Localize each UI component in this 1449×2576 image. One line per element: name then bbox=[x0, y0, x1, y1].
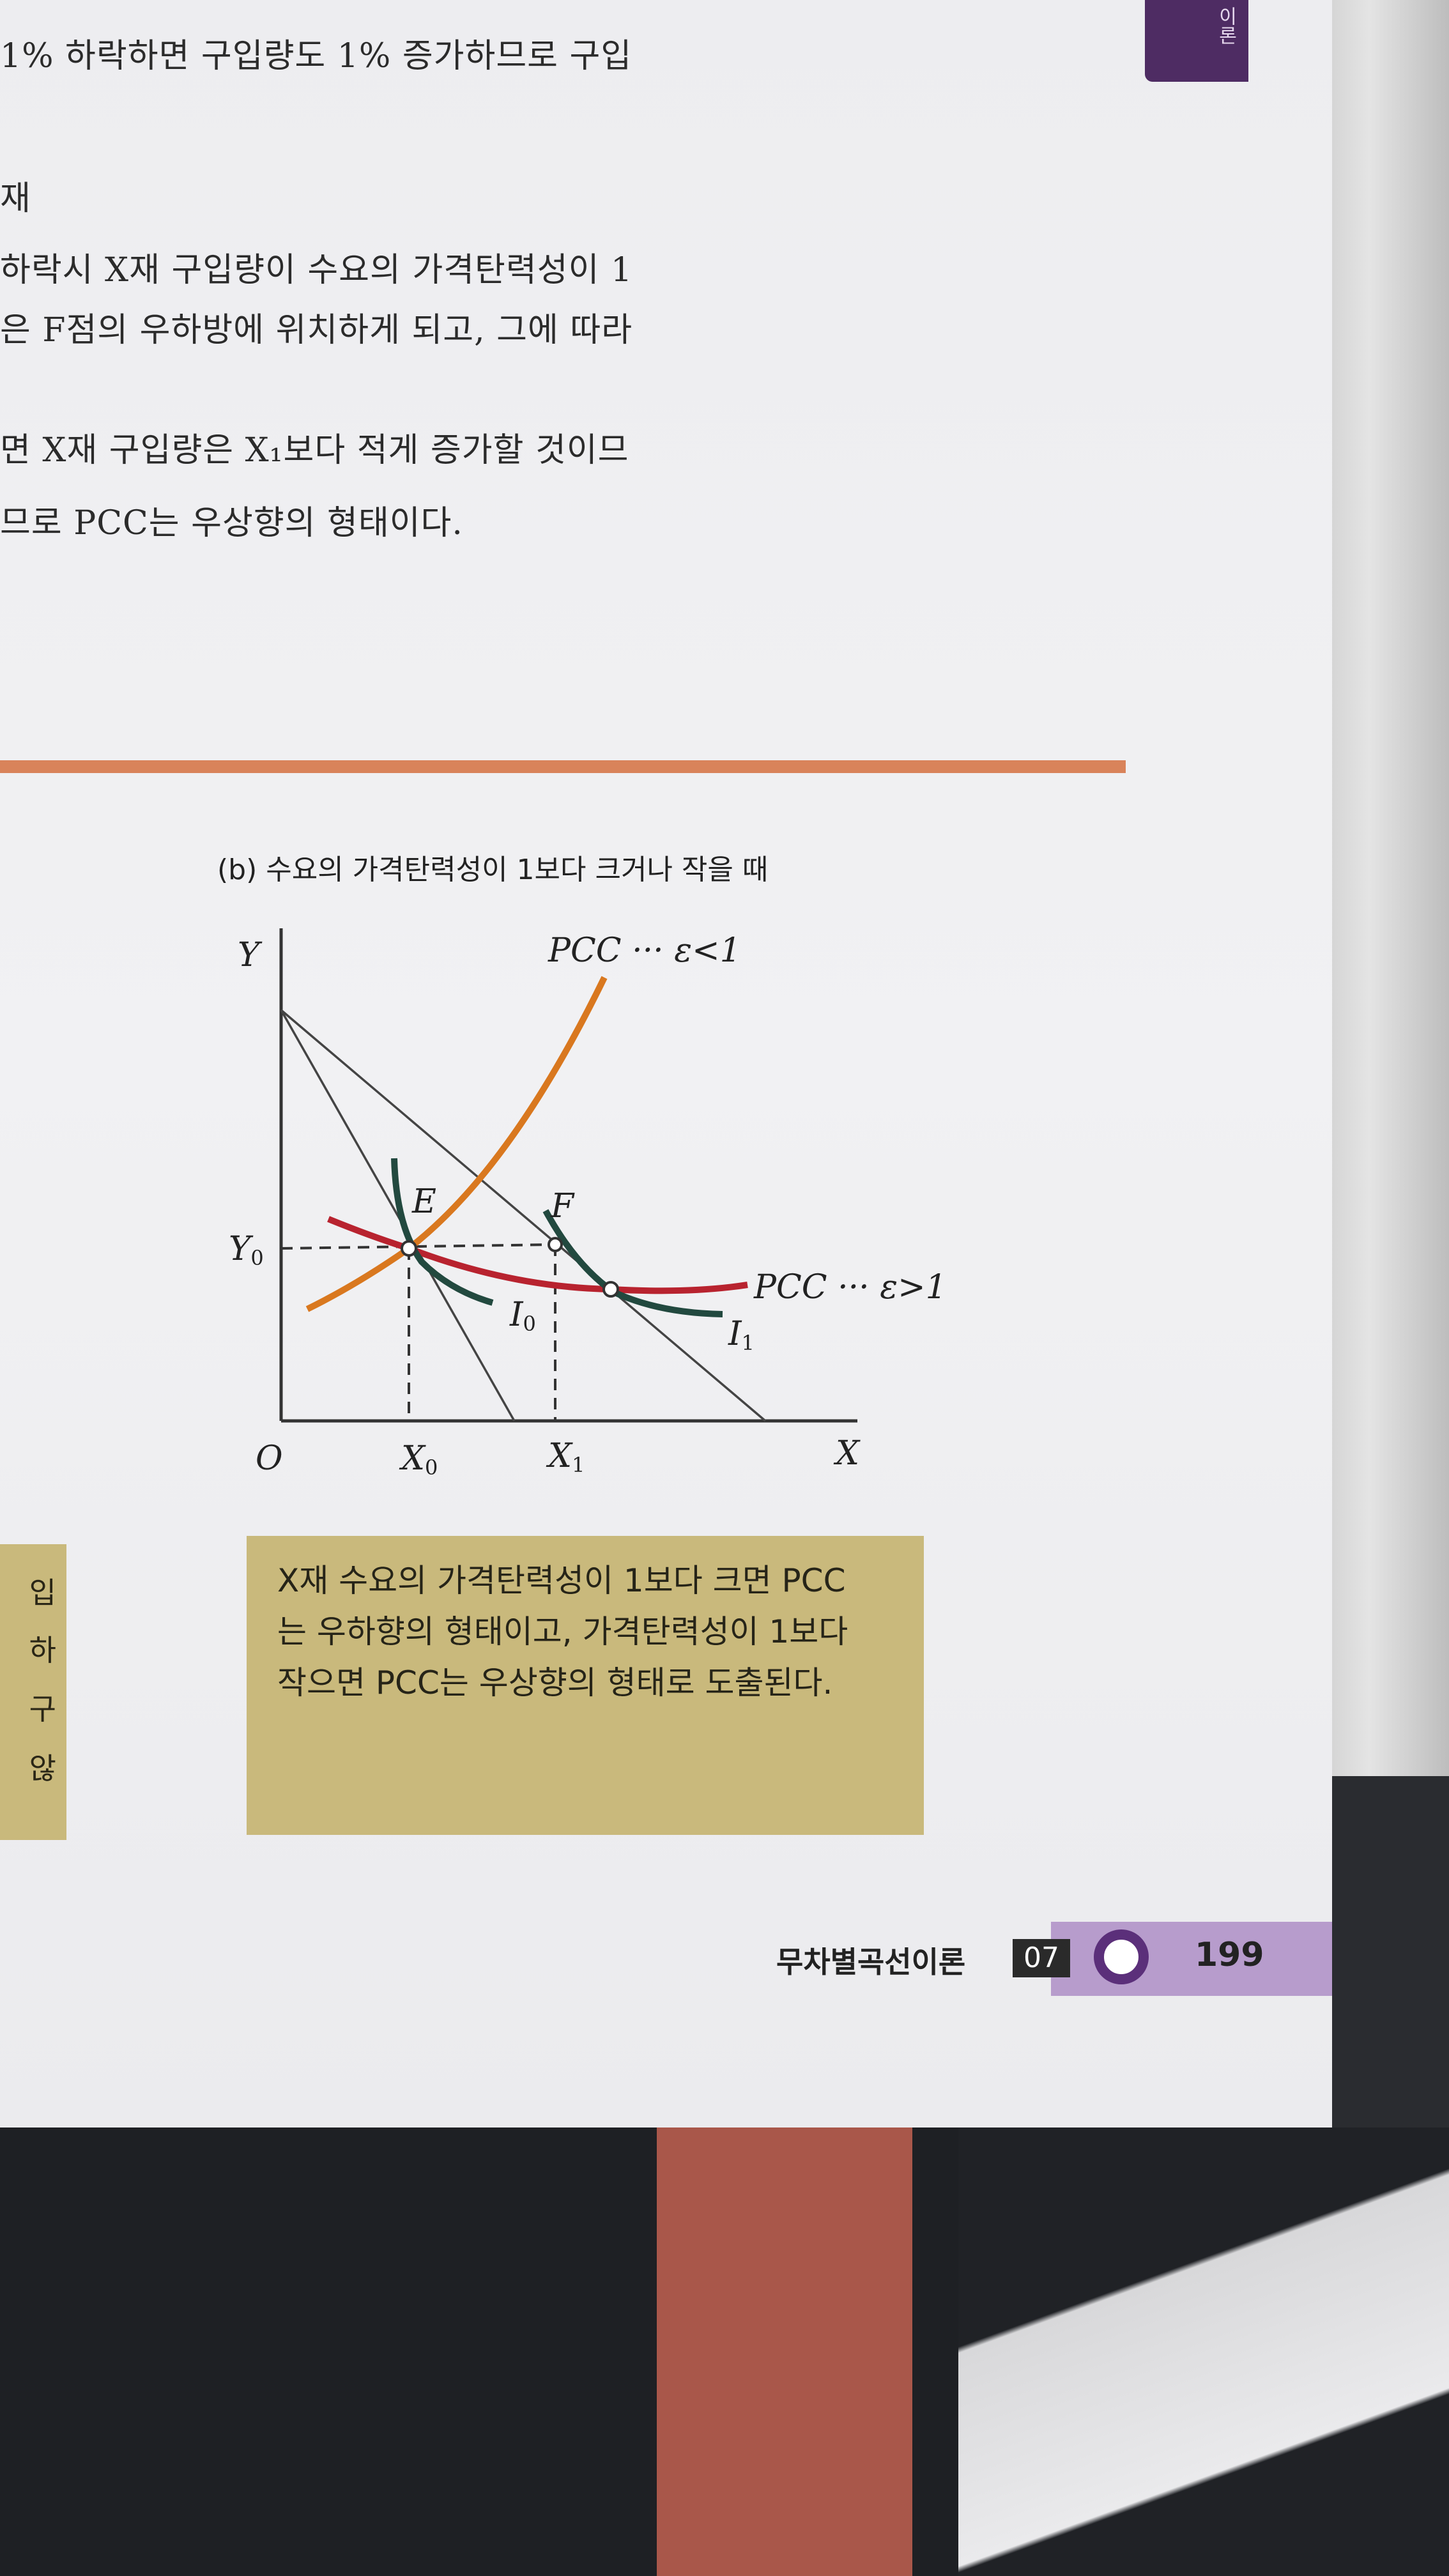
summary-line: X재 수요의 가격탄력성이 1보다 크면 PCC bbox=[277, 1562, 846, 1599]
point-e-label: E bbox=[411, 1183, 436, 1221]
y0-label: Y0 bbox=[229, 1230, 264, 1270]
point-e-marker bbox=[401, 1240, 417, 1257]
x-axis-label: X bbox=[833, 1434, 861, 1473]
body-line: 은 F점의 우하방에 위치하게 되고, 그에 따라 bbox=[0, 311, 633, 349]
summary-box: X재 수요의 가격탄력성이 1보다 크면 PCC 는 우하향의 형태이고, 가격… bbox=[247, 1536, 924, 1835]
i1-label: I1 bbox=[728, 1315, 755, 1355]
pcc-elastic-curve bbox=[327, 1216, 748, 1294]
body-line: 므로 PCC는 우상향의 형태이다. bbox=[0, 504, 463, 542]
footer-band bbox=[1051, 1922, 1332, 1996]
background-red-object bbox=[657, 2128, 912, 2576]
body-line: 하락시 X재 구입량이 수요의 가격탄력성이 1 bbox=[0, 251, 633, 289]
background-object bbox=[958, 2128, 1449, 2576]
side-tab: 이론 bbox=[1145, 0, 1248, 82]
body-line: 면 X재 구입량은 X₁보다 적게 증가할 것이므 bbox=[0, 431, 629, 470]
point-f-label: F bbox=[550, 1187, 575, 1225]
chapter-number: 07 bbox=[1013, 1939, 1070, 1977]
budget-line-2 bbox=[280, 1009, 516, 1422]
origin-label: O bbox=[256, 1439, 283, 1478]
new-equilibrium-marker bbox=[602, 1281, 619, 1298]
pcc-inelastic-curve bbox=[305, 976, 608, 1312]
body-line: 1% 하락하면 구입량도 1% 증가하므로 구입 bbox=[0, 37, 632, 75]
x1-label: X1 bbox=[546, 1437, 585, 1477]
budget-line-1 bbox=[280, 1009, 767, 1422]
x0-label: X0 bbox=[399, 1439, 438, 1480]
page-number: 199 bbox=[1195, 1936, 1264, 1974]
left-note-line: 않 bbox=[29, 1751, 56, 1786]
chapter-title: 무차별곡선이론 bbox=[776, 1945, 966, 1979]
book-page: 이론 1% 하락하면 구입량도 1% 증가하므로 구입 재 하락시 X재 구입량… bbox=[0, 0, 1332, 2128]
left-note-box: 입 하 구 않 bbox=[0, 1544, 66, 1840]
pcc-elastic-label: PCC ··· ε>1 bbox=[753, 1268, 947, 1307]
indifference-curve-i0 bbox=[391, 1158, 494, 1306]
background-dark bbox=[1316, 1776, 1449, 2134]
figure-caption: (b) 수요의 가격탄력성이 1보다 크거나 작을 때 bbox=[217, 854, 769, 886]
point-f-marker bbox=[548, 1237, 563, 1252]
ring-icon bbox=[1094, 1929, 1149, 1984]
left-note-line: 구 bbox=[29, 1692, 56, 1726]
y0-guide bbox=[280, 1243, 556, 1250]
background-stone bbox=[1316, 0, 1449, 1776]
side-tab-label: 이론 bbox=[1215, 6, 1237, 45]
summary-line: 작으면 PCC는 우상향의 형태로 도출된다. bbox=[277, 1664, 833, 1701]
body-line: 재 bbox=[0, 180, 31, 218]
section-divider bbox=[0, 760, 1126, 773]
left-note-line: 입 bbox=[29, 1575, 56, 1610]
summary-line: 는 우하향의 형태이고, 가격탄력성이 1보다 bbox=[277, 1613, 848, 1650]
y-axis-label: Y bbox=[238, 936, 263, 974]
pcc-inelastic-label: PCC ··· ε<1 bbox=[548, 931, 741, 970]
i0-label: I0 bbox=[509, 1296, 536, 1336]
pcc-diagram: Y X O E F PCC ··· ε<1 PCC ··· ε>1 Y0 X0 … bbox=[229, 928, 947, 1480]
left-note-line: 하 bbox=[29, 1633, 56, 1667]
indifference-curve-i1 bbox=[542, 1209, 723, 1317]
